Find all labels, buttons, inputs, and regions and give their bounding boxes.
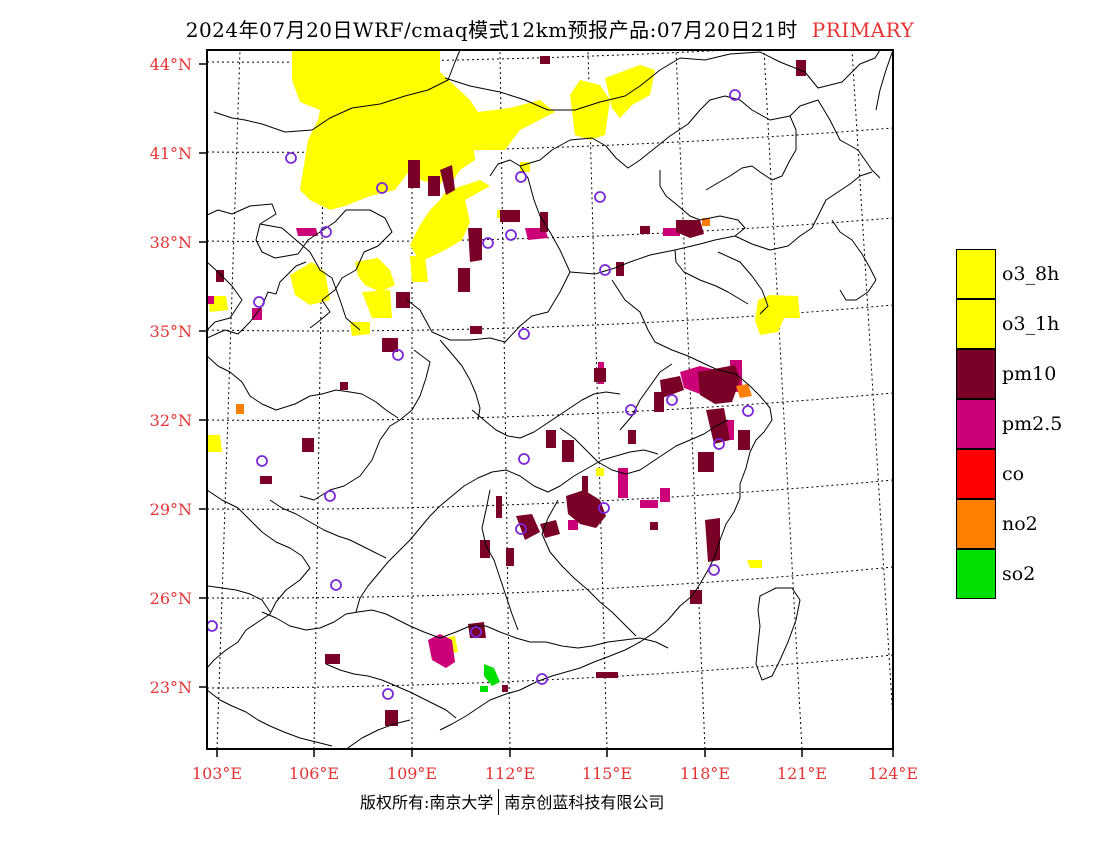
legend-item-o3-1h: o3_1h	[956, 299, 1086, 349]
pm25-areas	[208, 228, 742, 668]
legend-label: pm2.5	[1002, 413, 1063, 435]
footer-divider	[498, 789, 500, 815]
legend-swatch	[956, 399, 996, 449]
title-text: 2024年07月20日WRF/cmaq模式12km预报产品:07月20日21时	[185, 18, 798, 42]
lon-label: 103°E	[191, 764, 243, 783]
lon-label: 115°E	[581, 764, 633, 783]
pm10-areas	[216, 56, 806, 726]
lat-label: 44°N	[149, 55, 192, 74]
legend-label: co	[1002, 463, 1025, 485]
pollutant-legend: o3_8h o3_1h pm10 pm2.5 co no2 so2	[956, 249, 1086, 599]
lat-label: 35°N	[149, 322, 192, 341]
legend-label: pm10	[1002, 363, 1057, 385]
legend-item-so2: so2	[956, 549, 1086, 599]
legend-swatch	[956, 349, 996, 399]
o3-areas	[207, 50, 800, 655]
lon-label: 118°E	[679, 764, 731, 783]
boundary-lines	[207, 50, 893, 749]
lat-label: 29°N	[149, 500, 192, 519]
legend-item-co: co	[956, 449, 1086, 499]
lon-label: 109°E	[386, 764, 438, 783]
legend-label: o3_8h	[1002, 263, 1060, 285]
lat-label: 38°N	[149, 233, 192, 252]
map-title: 2024年07月20日WRF/cmaq模式12km预报产品:07月20日21时 P…	[0, 14, 1100, 43]
lat-label: 26°N	[149, 589, 192, 608]
lon-label: 124°E	[867, 764, 919, 783]
lat-label: 41°N	[149, 144, 192, 163]
legend-label: so2	[1002, 563, 1036, 585]
legend-item-pm10: pm10	[956, 349, 1086, 399]
primary-tag: PRIMARY	[811, 18, 915, 42]
legend-swatch	[956, 549, 996, 599]
lon-label: 121°E	[776, 764, 828, 783]
map-frame	[206, 49, 894, 750]
legend-label: o3_1h	[1002, 313, 1060, 335]
no2-areas	[236, 218, 752, 414]
legend-swatch	[956, 499, 996, 549]
legend-label: no2	[1002, 513, 1038, 535]
legend-swatch	[956, 249, 996, 299]
copyright-footer: 版权所有:南京大学 南京创蓝科技有限公司	[360, 789, 664, 815]
legend-swatch	[956, 299, 996, 349]
copyright-company: 南京创蓝科技有限公司	[504, 793, 665, 812]
lat-label: 23°N	[149, 678, 192, 697]
lon-label: 106°E	[288, 764, 340, 783]
legend-item-no2: no2	[956, 499, 1086, 549]
axis-ticks	[199, 63, 894, 757]
legend-item-o3-8h: o3_8h	[956, 249, 1086, 299]
station-markers	[207, 89, 754, 700]
copyright-owner: 版权所有:南京大学	[360, 793, 494, 812]
legend-swatch	[956, 449, 996, 499]
longitude-gridlines	[216, 50, 893, 749]
legend-item-pm25: pm2.5	[956, 399, 1086, 449]
so2-areas	[480, 664, 500, 692]
lat-label: 32°N	[149, 411, 192, 430]
lon-label: 112°E	[484, 764, 536, 783]
